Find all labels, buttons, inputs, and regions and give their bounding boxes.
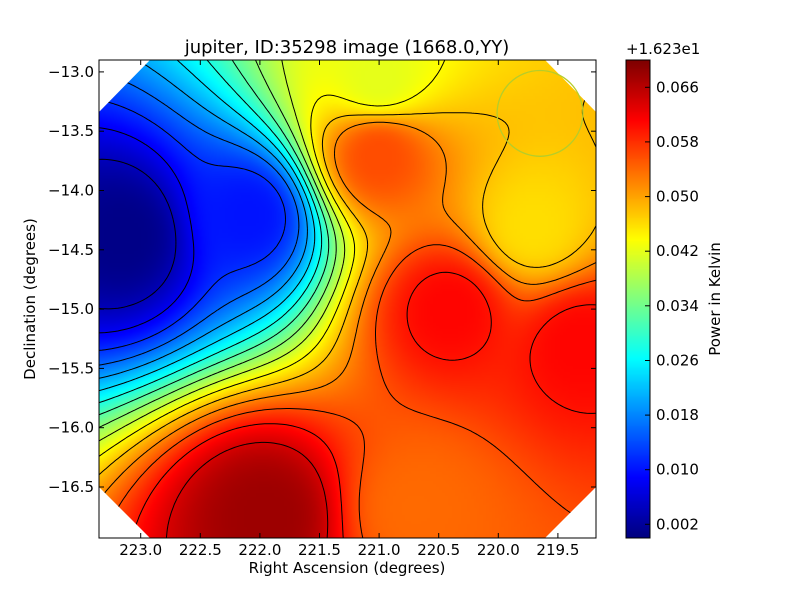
- contour-line-8: [99, 60, 337, 428]
- y-tick-label: −16.0: [48, 419, 94, 437]
- colorbar-gradient: [626, 60, 650, 538]
- colorbar-ticks: 0.002 0.010 0.018 0.026 0.034 0.042 0.050 0.058…: [645, 78, 699, 533]
- colorbar: 0.002 0.010 0.018 0.026 0.034 0.042 0.050 0.058…: [625, 40, 724, 539]
- colorbar-tick-label: 0.066: [656, 78, 699, 96]
- chart-title: jupiter, ID:35298 image (1668.0,YY): [184, 37, 510, 58]
- x-tick-label: 221.0: [358, 541, 401, 559]
- y-tick-label: −16.5: [48, 478, 94, 496]
- y-tick-label: −15.0: [48, 300, 94, 318]
- contour-line-7: [99, 60, 330, 416]
- y-tick-label: −14.5: [48, 241, 94, 259]
- contour-line-15: [165, 441, 329, 538]
- plot-frame: [98, 59, 597, 539]
- x-tick-label: 220.5: [417, 541, 460, 559]
- x-axis: 223.0 222.5 222.0 221.5 221.0 220.5 220.0 219.5: [119, 60, 579, 559]
- x-tick-label: 223.0: [119, 541, 162, 559]
- x-axis-label: Right Ascension (degrees): [249, 559, 446, 577]
- contour-lines: [99, 60, 596, 538]
- contour-line-1: [99, 127, 195, 334]
- colorbar-tick-label: 0.034: [656, 297, 699, 315]
- colorbar-tick-label: 0.042: [656, 242, 699, 260]
- heatmap-area: [99, 60, 596, 538]
- x-tick-label: 219.5: [536, 541, 579, 559]
- x-tick-label: 220.0: [477, 541, 520, 559]
- y-tick-label: −13.0: [48, 63, 94, 81]
- colorbar-tick-label: 0.050: [656, 188, 699, 206]
- colorbar-tick-label: 0.018: [656, 406, 699, 424]
- contour-line-12: [99, 121, 596, 501]
- y-tick-label: −15.5: [48, 359, 94, 377]
- contour-line-0: [99, 158, 177, 310]
- colorbar-tick-label: 0.058: [656, 133, 699, 151]
- contour-line-10: [99, 60, 446, 457]
- colorbar-frame: [625, 59, 651, 539]
- y-tick-label: −13.5: [48, 122, 94, 140]
- colorbar-tick-label: 0.010: [656, 461, 699, 479]
- circle-marker: [496, 69, 584, 157]
- x-tick-label: 222.0: [238, 541, 281, 559]
- contour-line-13: [102, 244, 596, 538]
- y-axis-label: Declination (degrees): [21, 218, 39, 380]
- contour-line-6: [99, 60, 323, 404]
- heatmap-image: [99, 60, 596, 538]
- colorbar-label: Power in Kelvin: [706, 242, 724, 356]
- y-tick-label: −14.0: [48, 182, 94, 200]
- colorbar-tick-label: 0.026: [656, 352, 699, 370]
- x-tick-label: 222.5: [179, 541, 222, 559]
- contour-line-14: [131, 271, 596, 538]
- x-tick-label: 221.5: [298, 541, 341, 559]
- colorbar-tick-label: 0.002: [656, 515, 699, 533]
- contour-line-5: [99, 60, 316, 392]
- y-axis: −13.0 −13.5 −14.0 −14.5 −15.0 −15.5 −16.0 −16.5: [48, 63, 596, 496]
- contour-line-9: [99, 60, 346, 442]
- colorbar-offset-text: +1.623e1: [626, 40, 700, 58]
